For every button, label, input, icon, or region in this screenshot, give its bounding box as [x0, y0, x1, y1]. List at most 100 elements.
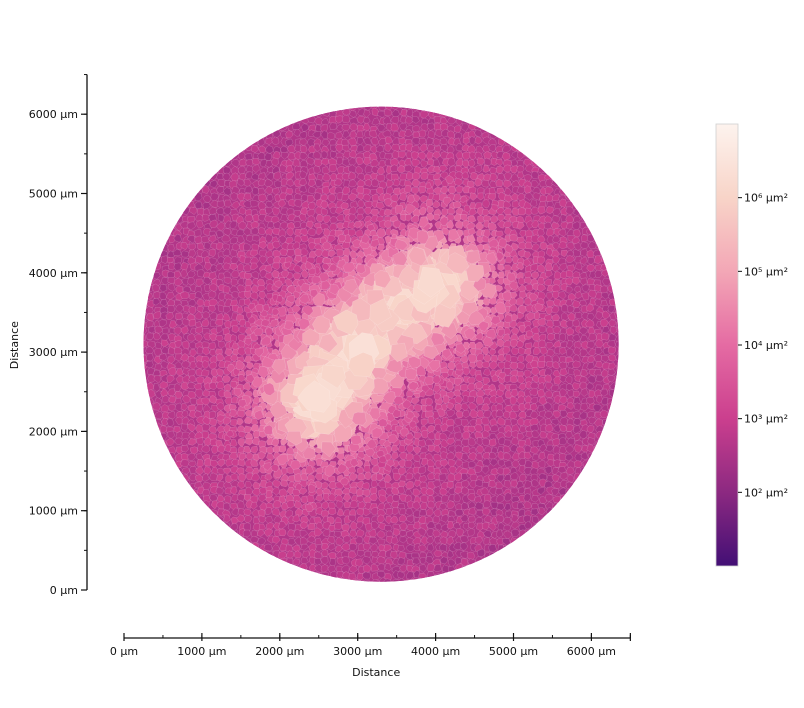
cell [265, 233, 273, 243]
cell [222, 187, 232, 196]
cell [327, 193, 336, 202]
cell [166, 374, 175, 383]
cell [607, 374, 615, 383]
cell [364, 201, 373, 208]
cell [299, 109, 308, 117]
cell [267, 122, 275, 131]
cell [510, 347, 520, 356]
cell [216, 222, 225, 231]
cell [187, 270, 196, 278]
cell [208, 206, 217, 215]
cell [238, 173, 247, 181]
cell [314, 248, 323, 257]
cell [502, 346, 511, 355]
y-tick-label: 0 µm [50, 584, 78, 597]
cell [419, 143, 428, 152]
cell [265, 557, 274, 566]
cell [230, 172, 239, 182]
cell [371, 107, 379, 117]
cell [560, 249, 569, 258]
cell [537, 264, 546, 273]
cell [504, 194, 513, 203]
cell [509, 233, 519, 242]
cell [209, 312, 218, 320]
cell [509, 541, 518, 550]
cell [237, 291, 247, 299]
cell [209, 180, 218, 188]
cell [307, 195, 316, 204]
cell [187, 299, 197, 307]
cell [143, 382, 146, 390]
cell [337, 233, 346, 242]
cell [188, 293, 197, 301]
cell [153, 272, 161, 280]
cell [348, 171, 356, 180]
cell [197, 207, 205, 216]
cell [560, 312, 569, 321]
cell [362, 193, 371, 202]
cell [202, 508, 212, 518]
cell [252, 235, 260, 242]
cell [518, 382, 527, 391]
cell [517, 178, 526, 187]
cell [482, 122, 491, 131]
cell [608, 411, 617, 420]
cell [335, 206, 344, 215]
cell [602, 423, 611, 433]
cell [168, 262, 177, 271]
cell [586, 313, 595, 321]
cell [231, 325, 240, 334]
cell [342, 130, 351, 139]
cell [496, 277, 505, 285]
cell [147, 374, 156, 383]
cell [574, 480, 583, 490]
cell [559, 346, 567, 355]
cell [616, 325, 619, 334]
cell [207, 290, 217, 299]
cell [454, 220, 464, 229]
y-tick-label: 3000 µm [29, 346, 78, 359]
cell [166, 355, 176, 365]
cell [298, 138, 308, 147]
cell [594, 228, 603, 237]
cell [545, 178, 554, 187]
cell [469, 135, 477, 145]
cell [237, 493, 245, 502]
cell [252, 213, 261, 222]
cell [201, 360, 210, 369]
cell [340, 202, 349, 210]
cell [608, 333, 618, 342]
cell [532, 374, 540, 384]
cell [594, 284, 603, 292]
y-tick-label: 6000 µm [29, 108, 78, 121]
cell [574, 200, 583, 208]
cell [145, 313, 154, 322]
cell [186, 221, 196, 231]
cell [196, 298, 205, 307]
cell [272, 187, 280, 196]
cell [215, 263, 223, 272]
cell [322, 172, 331, 182]
x-tick-label: 4000 µm [411, 645, 460, 658]
cell [243, 242, 251, 251]
cell [482, 368, 492, 377]
cell [615, 375, 619, 384]
cell [519, 290, 527, 299]
cell [315, 178, 323, 187]
cell [166, 216, 175, 224]
cell [538, 325, 547, 334]
cell [151, 283, 160, 293]
cell [197, 242, 205, 251]
cell [308, 250, 317, 259]
cell [369, 486, 378, 495]
cell [532, 283, 541, 292]
cell [447, 571, 456, 580]
cell [286, 227, 294, 237]
cell [468, 565, 477, 575]
cell [182, 479, 190, 488]
cell [560, 179, 568, 188]
cell [257, 172, 266, 181]
cell [175, 319, 183, 327]
cell [468, 353, 477, 363]
cell [504, 255, 513, 264]
